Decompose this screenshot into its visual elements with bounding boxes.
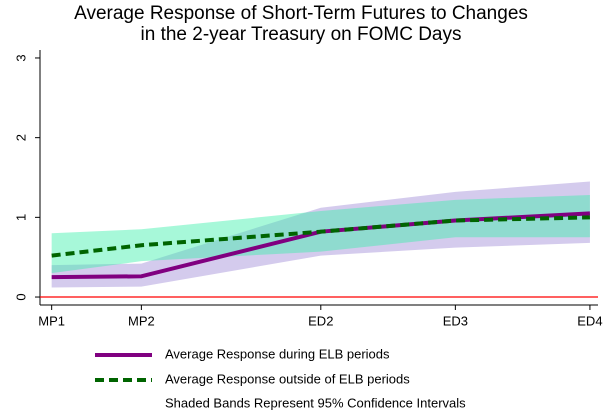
x-tick-label: ED2 — [308, 313, 333, 328]
confidence-band — [51, 195, 590, 274]
legend-label: Average Response outside of ELB periods — [165, 371, 410, 386]
chart-title: in the 2-year Treasury on FOMC Days — [141, 24, 462, 45]
series-line — [51, 215, 590, 258]
note: Shaded Bands Represent 95% Confidence In… — [165, 395, 466, 410]
x-tick-label: MP2 — [128, 313, 155, 328]
chart-title: Average Response of Short-Term Futures t… — [74, 3, 528, 24]
x-tick-label: ED3 — [443, 313, 468, 328]
y-tick-label: 1 — [13, 214, 28, 221]
x-tick-label: ED4 — [577, 313, 602, 328]
x-tick-label: MP1 — [38, 313, 65, 328]
confidence-band — [51, 181, 590, 288]
legend-label: Average Response during ELB periods — [165, 346, 390, 361]
y-tick-label: 0 — [13, 293, 28, 300]
y-tick-label: 3 — [13, 54, 28, 61]
y-tick-label: 2 — [13, 134, 28, 141]
